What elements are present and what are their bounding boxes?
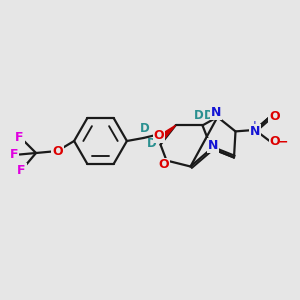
Text: D: D [204, 109, 214, 122]
Text: O: O [158, 158, 169, 172]
Text: D: D [140, 122, 150, 135]
Text: −: − [278, 135, 288, 148]
Text: O: O [52, 145, 63, 158]
Text: F: F [15, 131, 24, 144]
Text: N: N [208, 139, 218, 152]
Text: D: D [194, 109, 204, 122]
Text: F: F [17, 164, 26, 177]
Polygon shape [161, 125, 176, 139]
Text: O: O [270, 135, 280, 148]
Text: O: O [269, 110, 280, 123]
Text: D: D [147, 137, 157, 150]
Text: +: + [251, 120, 259, 129]
Text: N: N [211, 106, 221, 119]
Text: O: O [154, 128, 164, 142]
Text: F: F [10, 148, 18, 161]
Text: N: N [250, 124, 260, 138]
